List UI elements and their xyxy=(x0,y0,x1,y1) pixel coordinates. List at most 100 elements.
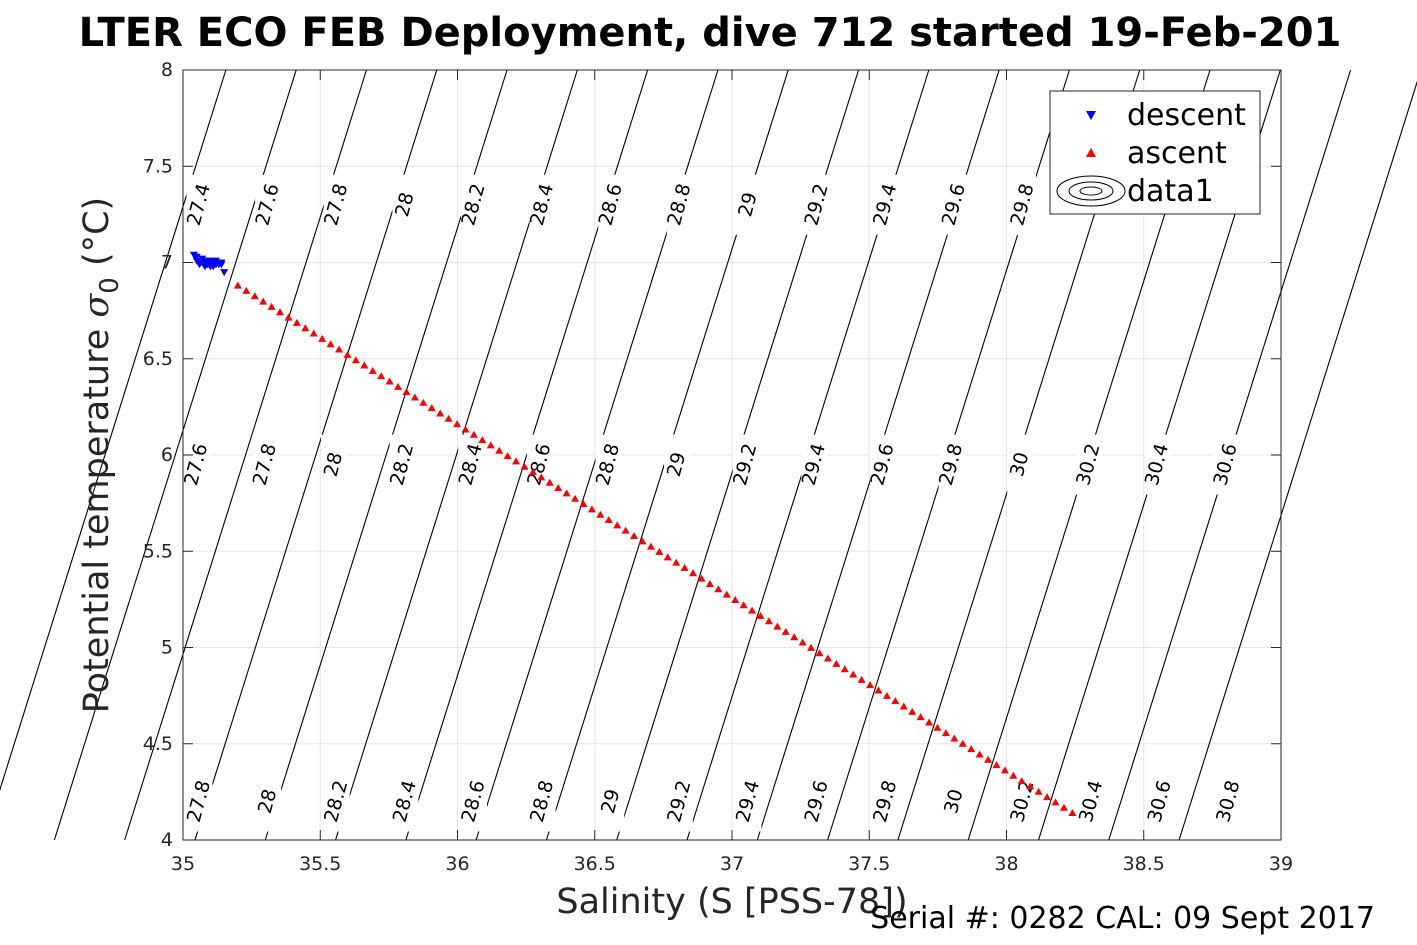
ascent-marker xyxy=(646,542,655,550)
ascent-marker xyxy=(680,563,689,571)
ascent-marker xyxy=(790,633,799,641)
ascent-marker xyxy=(461,425,470,433)
ascent-marker xyxy=(613,521,622,529)
ascent-marker xyxy=(638,537,647,545)
axis-ticks: 35 35.5 36 36.5 37 37.5 38 38.5 39 4 4.5 5 5.5 6 6.5 7 7… xyxy=(143,59,1293,875)
contour-label-bg xyxy=(598,174,625,235)
ascent-marker xyxy=(925,718,934,726)
contour-label-bg xyxy=(1215,771,1242,832)
contour-label-bg xyxy=(186,771,213,832)
ascent-marker xyxy=(512,457,521,465)
ascent-marker xyxy=(874,686,883,694)
ascent-marker xyxy=(663,553,672,561)
y-tick-label: 4 xyxy=(161,829,173,851)
legend-ascent-marker xyxy=(1086,148,1096,157)
ascent-marker xyxy=(967,745,976,753)
ascent-marker xyxy=(807,643,816,651)
ascent-marker xyxy=(276,308,285,316)
contour-label-bg xyxy=(869,434,896,495)
y-tick-label: 8 xyxy=(161,59,173,81)
ascent-marker xyxy=(1059,803,1068,811)
contour-label-bg xyxy=(460,174,487,235)
ascent-marker xyxy=(992,761,1001,769)
ascent-marker xyxy=(368,366,377,374)
contour-label-bg xyxy=(595,434,622,495)
contour-label-bg xyxy=(804,174,831,235)
contour-label-bg xyxy=(598,771,625,832)
ascent-marker xyxy=(882,691,891,699)
contour-label-bg xyxy=(872,771,899,832)
ascent-marker xyxy=(427,404,436,412)
contour-label-bg xyxy=(392,771,419,832)
ascent-marker xyxy=(545,478,554,486)
contour-label-bg xyxy=(529,771,556,832)
ascent-marker xyxy=(773,622,782,630)
contour-label-bg xyxy=(941,771,968,832)
legend-descent-marker xyxy=(1086,111,1096,120)
legend: descent ascent data1 xyxy=(1049,90,1261,215)
ascent-marker xyxy=(1051,798,1060,806)
descent-marker xyxy=(200,257,209,265)
ascent-marker xyxy=(1034,787,1043,795)
ascent-marker xyxy=(916,713,925,721)
contour-label-bg xyxy=(1147,771,1174,832)
ascent-marker xyxy=(1000,766,1009,774)
ascent-marker xyxy=(908,707,917,715)
ascent-marker xyxy=(840,665,849,673)
series-markers xyxy=(189,251,1077,817)
ascent-marker xyxy=(469,430,478,438)
ascent-marker xyxy=(655,547,664,555)
contour-label-bg xyxy=(320,434,347,495)
ascent-marker xyxy=(520,462,529,470)
x-tick-label: 36.5 xyxy=(574,853,616,875)
x-tick-label: 35 xyxy=(171,853,195,875)
ascent-marker xyxy=(326,340,335,348)
ascent-marker xyxy=(385,377,394,385)
ascent-marker xyxy=(343,350,352,358)
contour-label-bg xyxy=(1075,434,1102,495)
ascent-marker xyxy=(453,420,462,428)
legend-descent-label: descent xyxy=(1127,98,1246,133)
ascent-marker xyxy=(410,393,419,401)
contour-label-bg xyxy=(323,174,350,235)
contour-label-bg xyxy=(460,771,487,832)
y-axis-label-subscript: 0 xyxy=(95,277,125,294)
ascent-marker xyxy=(722,590,731,598)
contour-label-bg xyxy=(735,771,762,832)
ascent-marker xyxy=(284,313,293,321)
ascent-marker xyxy=(554,484,563,492)
ascent-marker xyxy=(941,729,950,737)
ascent-marker xyxy=(259,297,268,305)
contour-label-bg xyxy=(666,174,693,235)
ascent-marker xyxy=(891,697,900,705)
ascent-marker xyxy=(537,473,546,481)
ascent-marker xyxy=(292,318,301,326)
ascent-marker xyxy=(697,574,706,582)
ascent-marker xyxy=(781,627,790,635)
contour-label-bg xyxy=(664,434,691,495)
ascent-marker xyxy=(866,681,875,689)
ascent-marker xyxy=(857,675,866,683)
x-tick-label: 37.5 xyxy=(848,853,890,875)
ascent-marker xyxy=(394,382,403,390)
x-tick-label: 37 xyxy=(720,853,744,875)
legend-data1-label: data1 xyxy=(1127,174,1214,209)
contour-label-bg xyxy=(666,771,693,832)
legend-ascent-label: ascent xyxy=(1127,136,1227,171)
ascent-marker xyxy=(823,654,832,662)
y-axis-label-unit: (°C) xyxy=(77,197,117,277)
ascent-marker xyxy=(351,356,360,364)
ascent-marker xyxy=(478,436,487,444)
ascent-marker xyxy=(250,292,259,300)
contour-label-bg xyxy=(1007,434,1034,495)
ascent-marker xyxy=(360,361,369,369)
contour-label-bg xyxy=(323,771,350,832)
chart-title: LTER ECO FEB Deployment, dive 712 starte… xyxy=(79,10,1342,56)
ascent-marker xyxy=(444,414,453,422)
ascent-marker xyxy=(377,372,386,380)
contour-label-bg xyxy=(392,174,419,235)
x-tick-label: 36 xyxy=(445,853,469,875)
ascent-marker xyxy=(242,286,251,294)
ascent-marker xyxy=(933,723,942,731)
